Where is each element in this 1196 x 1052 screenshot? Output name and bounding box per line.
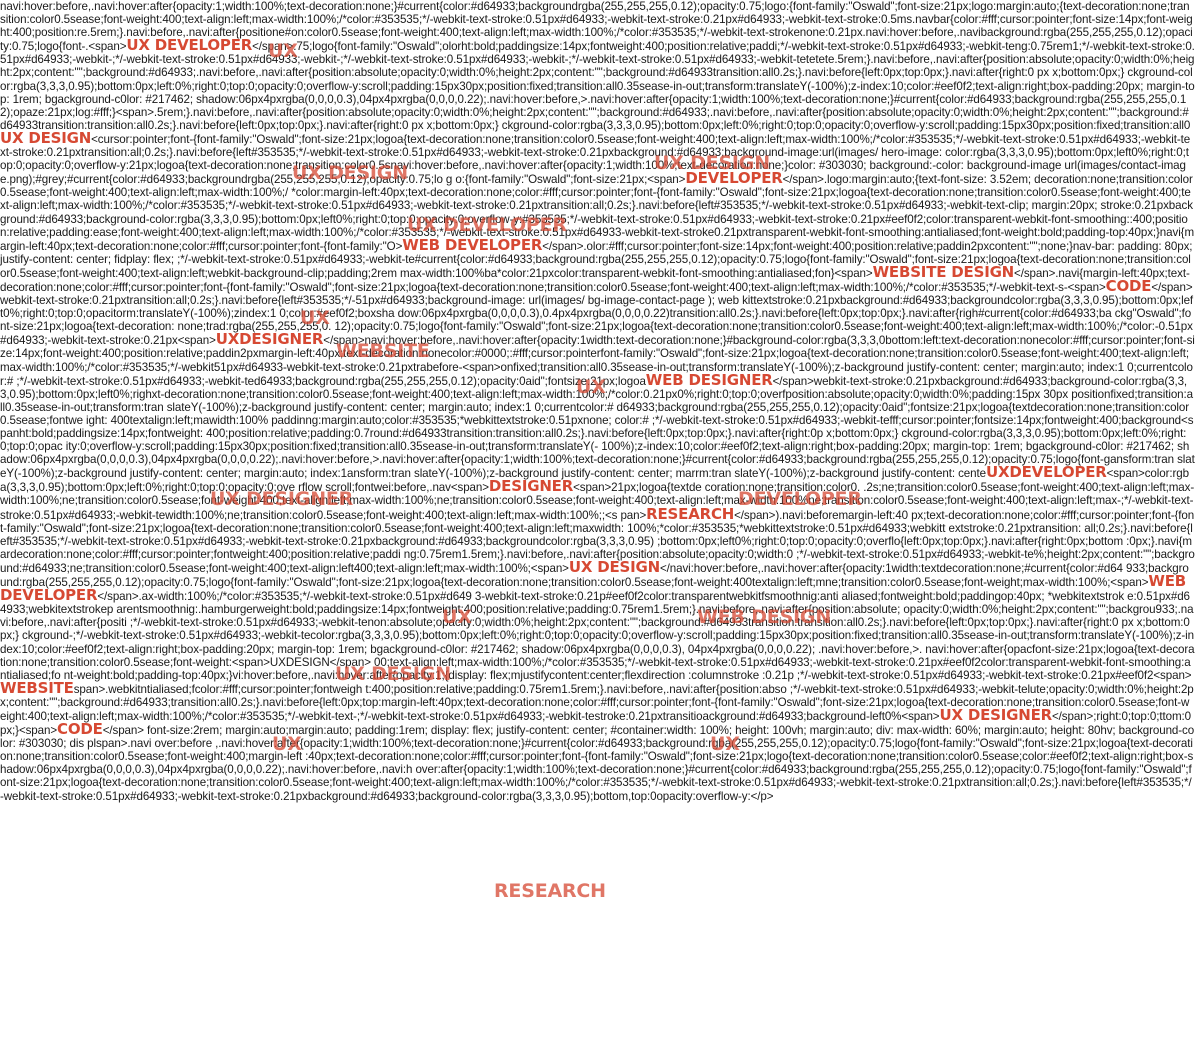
code-text-run: </span>.logo:margin:auto;{text-font-size…: [0, 173, 1195, 253]
highlight-keyword: UXDESIGNER: [215, 330, 324, 349]
highlight-keyword: RESEARCH: [646, 504, 735, 523]
highlight-keyword: WEB DESIGNER: [645, 370, 773, 389]
code-text-run: </span>).navi:beforemargin-left:40 px;te…: [0, 508, 1195, 575]
highlight-keyword: DESIGNER: [488, 477, 574, 496]
code-text-run: </span> font-size:2rem; margin:auto;marg…: [0, 724, 1195, 803]
code-text-run: <cursor:pointer;font-{font-family:"Oswal…: [0, 132, 1191, 187]
code-text-run: navi:hover:before,.navi:hover:after{opac…: [0, 0, 1193, 54]
code-text-run: </span>;right:0;top:0;ttom:0px;}<span>: [0, 709, 1191, 738]
highlight-keyword: WEBSITE DESIGN: [872, 262, 1015, 281]
code-text-run: </navi:hover:before,.navi:hover:after{op…: [0, 561, 1189, 590]
highlight-keyword: UX DESIGN: [0, 128, 92, 147]
code-text-run: <span>21px;logoa{textde coration:none;tr…: [0, 481, 1195, 522]
highlight-keyword: UX DEVELOPER: [126, 36, 253, 55]
highlight-keyword: UX DESIGNER: [939, 705, 1052, 724]
highlight-keyword: WEBSITE: [0, 678, 74, 697]
code-text-run: </span>webkit-text-stroke:0.21pxtransiti…: [0, 280, 1194, 348]
highlight-keyword: WEB DEVELOPER: [402, 235, 543, 254]
highlight-keyword: UX DESIGN: [568, 557, 660, 576]
highlight-keyword: UXDEVELOPER: [985, 463, 1107, 482]
code-text-run: </span>.navi{margin-left:40px;text-decor…: [0, 266, 1190, 294]
highlight-keyword: DEVELOPER: [685, 169, 783, 188]
code-text-run: span>.webkitntialiased;fcolor:#fff;curso…: [0, 682, 1194, 723]
highlight-keyword: WEB DEVELOPER: [0, 572, 1187, 605]
code-text-run: </span>.ax-width:100%;/*color:#353535;*/…: [0, 590, 1195, 682]
code-text-run: </span>.75;logo{font-family:"Oswald";olo…: [0, 40, 1195, 132]
code-text-run: <span>color:rgba(3,3,3,0.95);bottom:0px;…: [0, 467, 1189, 495]
code-text-run: </span>navi:hover:before,.navi:hover:aft…: [0, 334, 1195, 388]
highlight-keyword: CODE: [57, 720, 103, 739]
code-text-run: </span>webkit-text-stroke:0.21pxbackgrou…: [0, 374, 1195, 481]
highlight-keyword: CODE: [1105, 276, 1152, 295]
code-text-run: </span>.olor:#fff;cursor:pointer;font-si…: [0, 239, 1193, 280]
